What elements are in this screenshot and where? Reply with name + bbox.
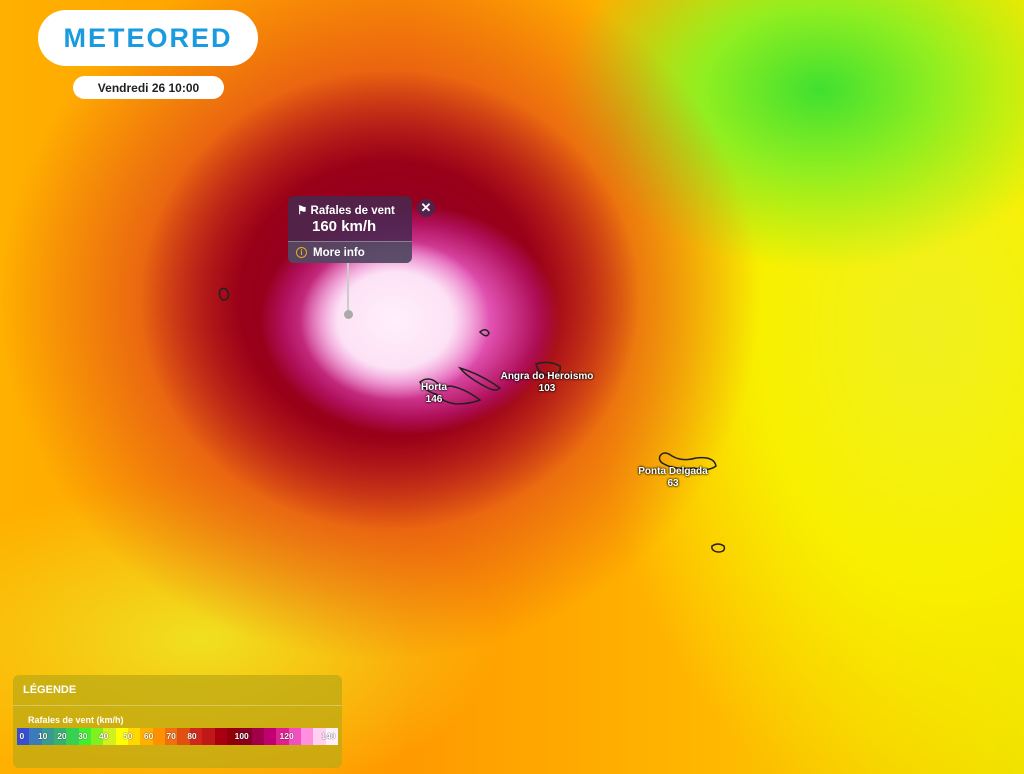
island-sao-miguel xyxy=(658,452,717,471)
popup-title: Rafales de vent xyxy=(310,205,395,217)
logo-text: METEORED xyxy=(63,22,233,53)
legend-ticks: 0 10 20 30 40 50 60 70 80 100 120 140 xyxy=(17,728,338,745)
island-sao-jorge xyxy=(457,366,502,391)
popup-title-row: ⚑ Rafales de vent xyxy=(297,203,395,217)
legend-color-swatch xyxy=(300,728,314,745)
island-santa-maria xyxy=(711,543,726,553)
legend-tick-label: 30 xyxy=(78,731,88,741)
legend-color-swatch xyxy=(263,728,277,745)
city-label-ponta-delgada[interactable]: Ponta Delgada 63 xyxy=(628,466,718,490)
legend-color-swatch xyxy=(152,728,166,745)
legend-color-scale xyxy=(17,728,338,745)
city-value: 146 xyxy=(425,394,443,405)
legend-title: LÉGENDE xyxy=(23,684,77,696)
legend-color-swatch xyxy=(325,728,338,745)
legend-color-swatch xyxy=(214,728,227,745)
legend-tick-label: 100 xyxy=(234,731,249,741)
legend-tick-label: 10 xyxy=(37,731,48,741)
legend-color-swatch xyxy=(54,728,67,745)
legend-tick-label: 40 xyxy=(98,731,109,741)
island-faial-pico xyxy=(419,378,482,405)
legend-color-swatch xyxy=(140,728,153,745)
legend-color-swatch xyxy=(91,728,104,745)
city-name: Angra do Heroismo xyxy=(500,371,594,382)
forecast-datetime: Vendredi 26 10:00 xyxy=(73,76,224,99)
legend-color-swatch xyxy=(226,728,240,745)
legend-color-swatch xyxy=(41,728,55,745)
legend-color-swatch xyxy=(177,728,190,745)
legend-color-swatch xyxy=(165,728,178,745)
wind-gust-popup: ⚑ Rafales de vent 160 km/h i More info xyxy=(288,196,412,263)
popup-location-marker xyxy=(344,310,353,319)
meteored-logo[interactable]: METEORED xyxy=(38,10,258,66)
legend-tick-label: 140 xyxy=(321,731,336,741)
legend-tick-label: 70 xyxy=(166,731,176,741)
city-label-angra[interactable]: Angra do Heroismo 103 xyxy=(492,371,602,395)
legend-color-swatch xyxy=(288,728,301,745)
close-popup-button[interactable]: ✕ xyxy=(417,199,435,217)
legend-color-swatch xyxy=(115,728,129,745)
legend-tick-label: 120 xyxy=(279,731,294,741)
island-terceira xyxy=(535,361,562,377)
legend-color-swatch xyxy=(239,728,252,745)
city-label-horta[interactable]: Horta 146 xyxy=(412,382,456,406)
popup-pointer-line xyxy=(347,263,349,313)
legend-color-swatch xyxy=(17,728,30,745)
legend-color-swatch xyxy=(29,728,42,745)
legend-tick-label: 0 xyxy=(19,731,25,741)
island-flores xyxy=(218,287,230,301)
city-value: 63 xyxy=(667,478,679,489)
legend-color-swatch xyxy=(202,728,215,745)
more-info-button[interactable]: i More info xyxy=(288,241,412,263)
city-value: 103 xyxy=(538,383,556,394)
island-graciosa xyxy=(478,329,490,337)
flag-icon: ⚑ xyxy=(297,205,311,217)
legend-variable: Rafales de vent (km/h) xyxy=(28,715,124,725)
city-name: Ponta Delgada xyxy=(638,466,708,477)
legend-panel[interactable]: LÉGENDE Rafales de vent (km/h) 0 10 20 30 40… xyxy=(13,675,342,768)
popup-value: 160 km/h xyxy=(312,218,377,235)
legend-divider xyxy=(13,705,342,706)
legend-tick-label: 50 xyxy=(123,731,133,741)
legend-color-swatch xyxy=(66,728,79,745)
legend-color-swatch xyxy=(276,728,289,745)
legend-tick-label: 60 xyxy=(143,731,154,741)
legend-color-swatch xyxy=(103,728,116,745)
legend-color-swatch xyxy=(189,728,203,745)
more-info-label: More info xyxy=(313,246,365,259)
legend-color-swatch xyxy=(313,728,326,745)
legend-tick-label: 80 xyxy=(187,731,197,741)
legend-color-swatch xyxy=(128,728,141,745)
legend-tick-label: 20 xyxy=(57,731,67,741)
city-name: Horta xyxy=(420,382,448,393)
info-icon: i xyxy=(296,247,307,258)
legend-color-swatch xyxy=(251,728,264,745)
legend-color-swatch xyxy=(78,728,92,745)
